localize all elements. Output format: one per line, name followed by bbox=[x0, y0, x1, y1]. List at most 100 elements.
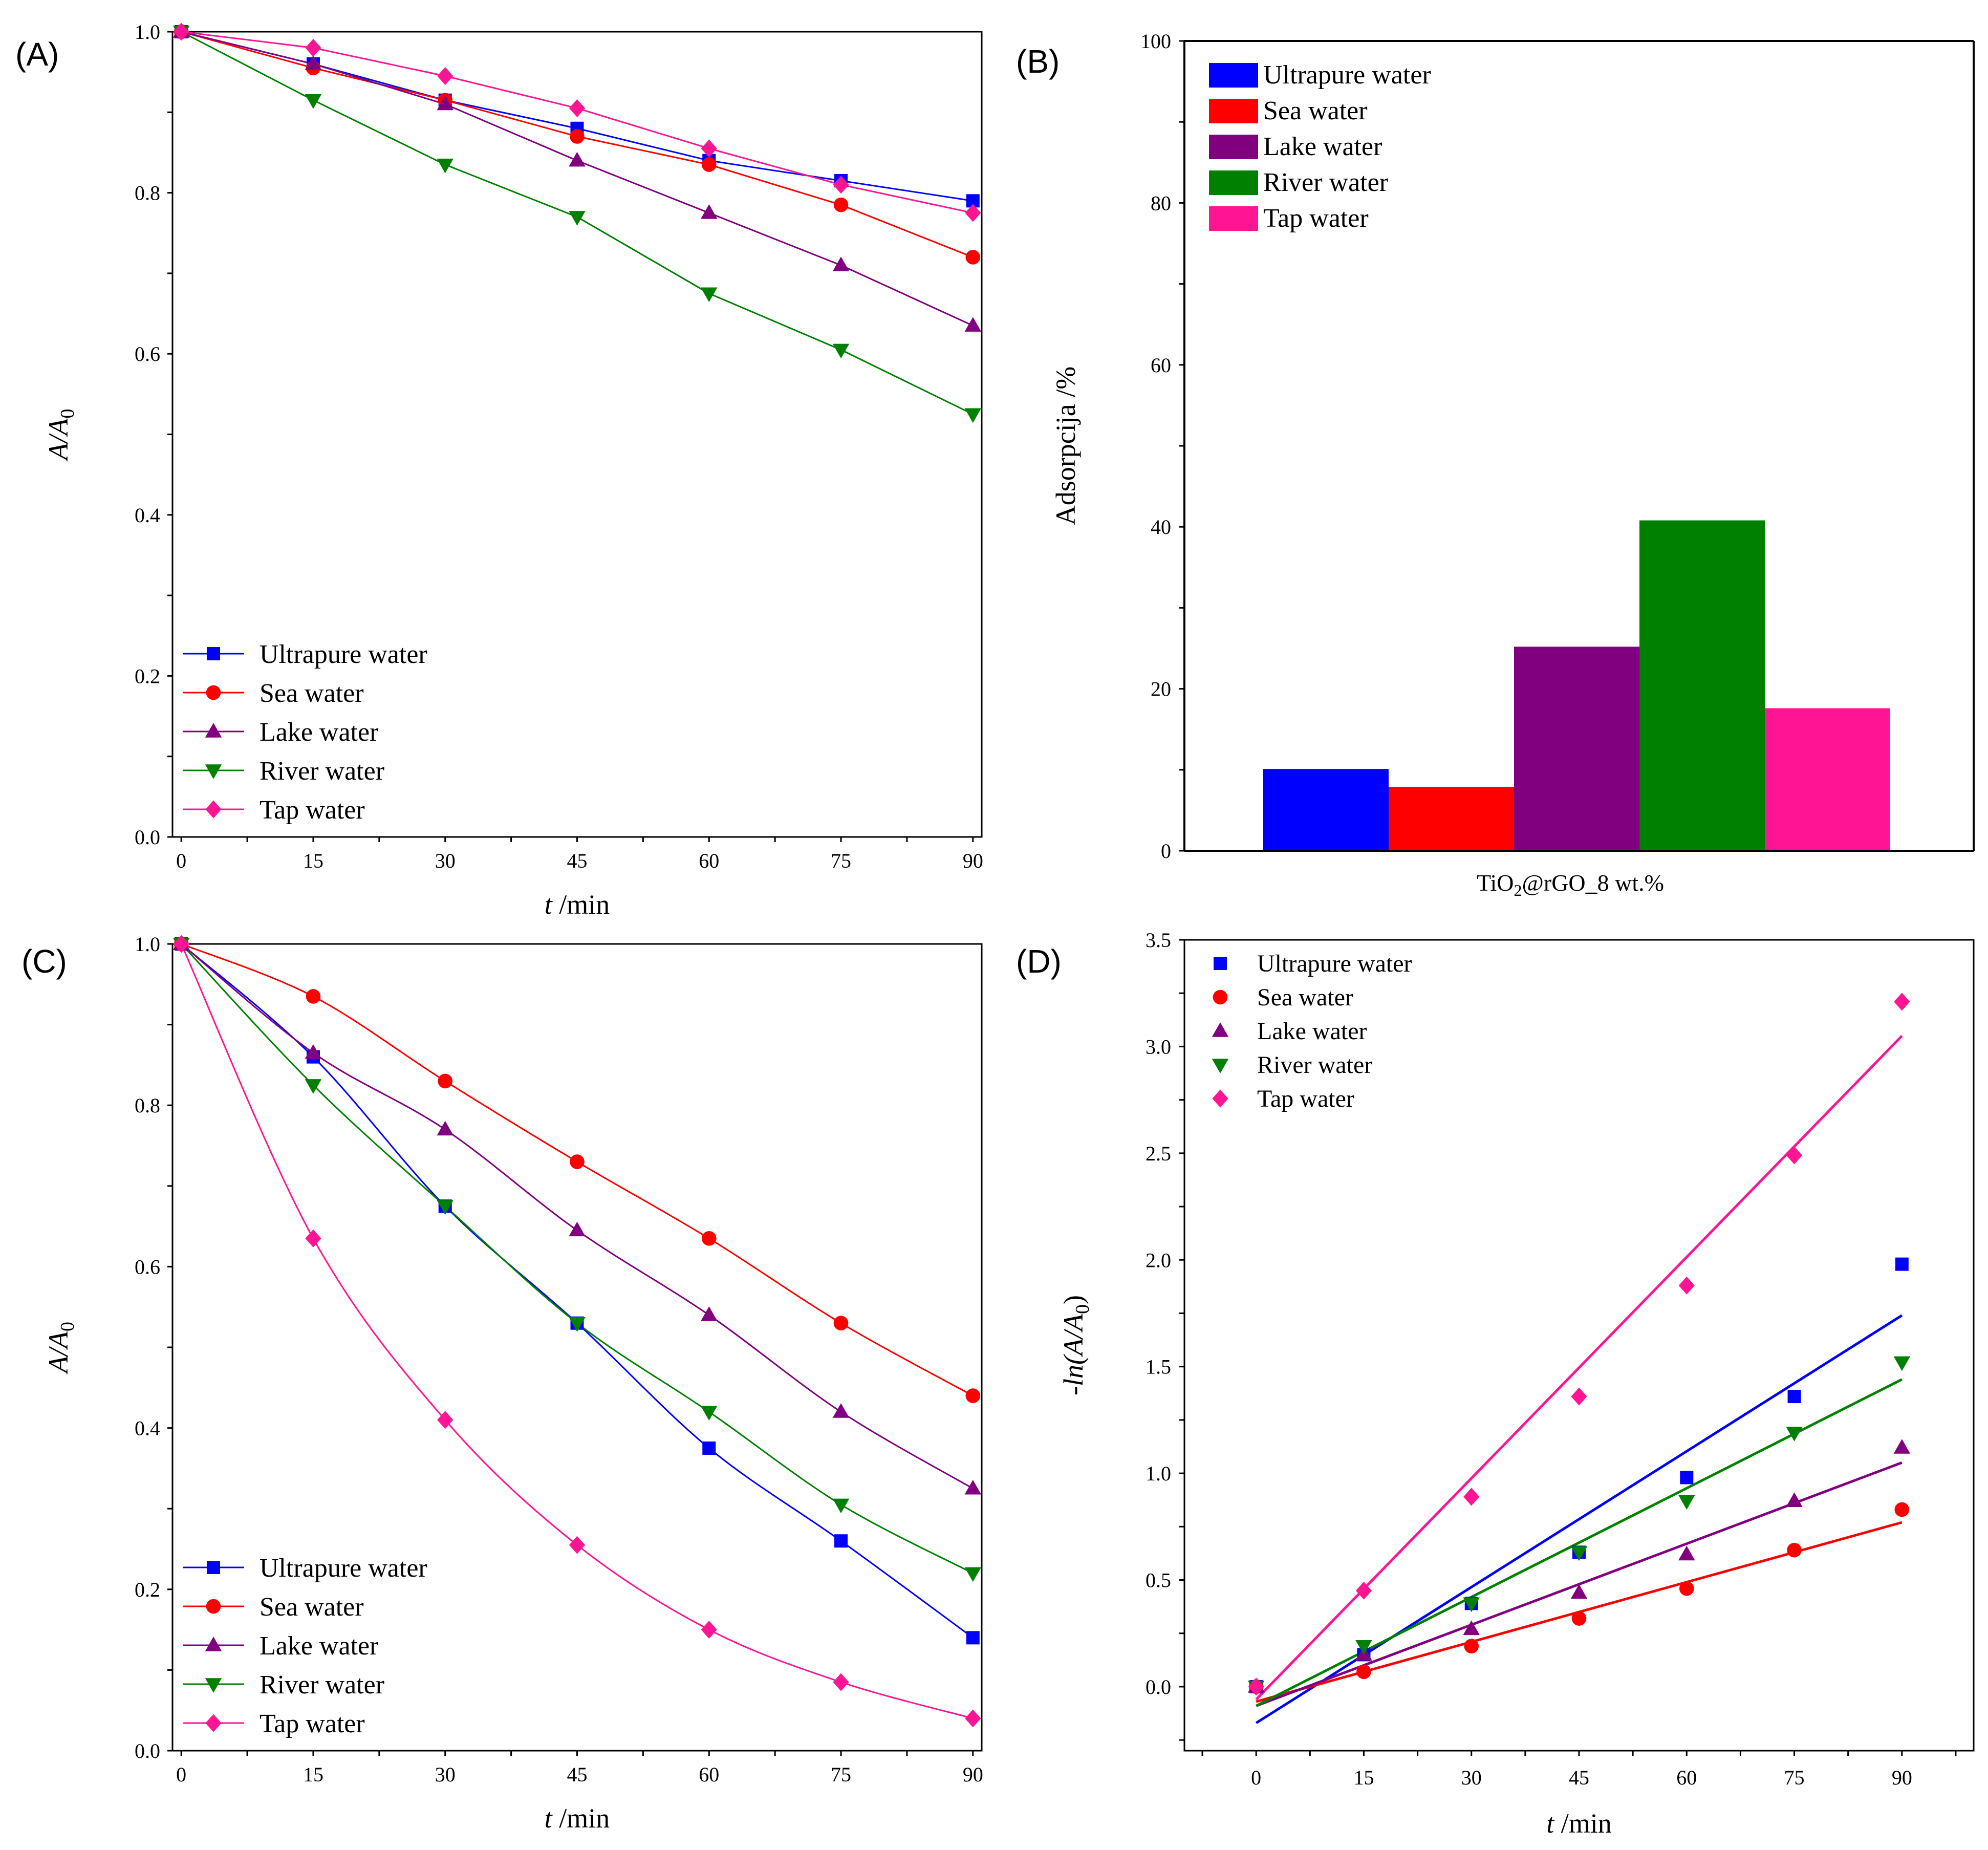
data-point bbox=[1571, 1611, 1587, 1626]
x-tick-label: 0 bbox=[176, 1763, 186, 1786]
x-tick-label: 30 bbox=[435, 849, 456, 872]
data-point bbox=[701, 287, 718, 303]
data-point bbox=[1680, 1471, 1694, 1485]
data-point bbox=[1356, 1664, 1371, 1680]
data-point bbox=[701, 1621, 717, 1639]
legend-label: Tap water bbox=[260, 795, 365, 825]
x-axis-label: t /min bbox=[545, 889, 610, 920]
data-point bbox=[305, 94, 322, 109]
legend-label: River water bbox=[260, 757, 384, 786]
bar bbox=[1389, 787, 1514, 851]
x-tick-label: 15 bbox=[303, 1763, 323, 1786]
legend-marker bbox=[206, 685, 221, 700]
y-tick-label: 0 bbox=[1161, 840, 1171, 863]
y-tick-label: 0.0 bbox=[135, 1739, 160, 1762]
data-point bbox=[569, 211, 586, 226]
data-point bbox=[833, 1673, 849, 1691]
legend-label: Lake water bbox=[260, 718, 378, 747]
x-axis-label: t /min bbox=[545, 1803, 610, 1834]
category-label: TiO2@rGO_8 wt.% bbox=[1477, 870, 1664, 899]
x-tick-label: 0 bbox=[1251, 1766, 1261, 1789]
data-point bbox=[1678, 1495, 1695, 1510]
data-point bbox=[173, 23, 189, 41]
data-point bbox=[701, 139, 717, 158]
y-tick-label: 3.0 bbox=[1146, 1035, 1171, 1058]
data-point bbox=[1570, 1546, 1588, 1561]
data-point bbox=[834, 1534, 848, 1548]
data-point bbox=[305, 55, 322, 70]
y-tick-label: 80 bbox=[1151, 191, 1171, 214]
data-point bbox=[173, 935, 189, 953]
data-point bbox=[701, 1231, 717, 1246]
y-axis-label: A/A0 bbox=[43, 409, 78, 462]
x-tick-label: 75 bbox=[1784, 1766, 1805, 1789]
x-tick-label: 45 bbox=[1569, 1766, 1589, 1789]
series-line bbox=[180, 943, 974, 1719]
data-point bbox=[1786, 1492, 1803, 1507]
legend-label: Tap water bbox=[1257, 1085, 1354, 1112]
legend-swatch bbox=[1209, 63, 1258, 88]
data-point bbox=[437, 95, 453, 111]
legend-label: River water bbox=[1263, 168, 1388, 197]
data-point bbox=[964, 408, 982, 423]
y-tick-label: 1.0 bbox=[135, 933, 160, 956]
y-tick-label: 0.8 bbox=[135, 182, 160, 205]
legend-label: Sea water bbox=[1257, 984, 1353, 1011]
legend-marker bbox=[207, 1561, 220, 1574]
data-point bbox=[437, 1200, 453, 1215]
bar bbox=[1765, 708, 1890, 851]
data-point bbox=[965, 1388, 981, 1403]
bar bbox=[1263, 769, 1389, 851]
data-point bbox=[569, 1536, 586, 1554]
legend-label: Ultrapure water bbox=[260, 1554, 427, 1583]
data-point bbox=[305, 1044, 322, 1059]
data-point bbox=[1787, 1542, 1802, 1558]
data-point bbox=[570, 129, 585, 144]
data-point bbox=[1895, 1257, 1909, 1271]
panel-label: (B) bbox=[1016, 43, 1060, 80]
x-axis-label: t /min bbox=[1546, 1808, 1612, 1839]
data-point bbox=[832, 256, 850, 271]
data-point bbox=[305, 38, 321, 57]
data-point bbox=[1679, 1581, 1694, 1596]
legend-label: River water bbox=[1257, 1051, 1372, 1079]
x-tick-label: 15 bbox=[303, 849, 323, 872]
x-tick-label: 90 bbox=[963, 849, 983, 872]
legend-marker bbox=[1212, 1089, 1228, 1108]
x-tick-label: 45 bbox=[567, 849, 588, 872]
x-tick-label: 0 bbox=[176, 849, 186, 872]
y-axis-label: A/A0 bbox=[43, 1322, 78, 1374]
legend-label: Ultrapure water bbox=[1263, 60, 1431, 90]
x-tick-label: 45 bbox=[567, 1763, 588, 1786]
y-tick-label: 100 bbox=[1140, 30, 1171, 53]
y-tick-label: 0.6 bbox=[135, 342, 160, 365]
data-point bbox=[1355, 1640, 1372, 1655]
data-point bbox=[306, 989, 321, 1004]
x-tick-label: 15 bbox=[1353, 1766, 1374, 1789]
data-point bbox=[1678, 1276, 1695, 1295]
data-point bbox=[437, 1411, 453, 1429]
data-point bbox=[964, 1567, 982, 1582]
data-point bbox=[965, 1709, 981, 1728]
y-tick-label: 0.4 bbox=[135, 1417, 160, 1440]
legend-marker bbox=[1212, 1022, 1229, 1037]
y-tick-label: 60 bbox=[1151, 354, 1171, 377]
x-tick-label: 60 bbox=[699, 849, 719, 872]
data-point bbox=[833, 176, 849, 194]
legend-marker bbox=[1214, 957, 1227, 970]
data-point bbox=[966, 1631, 980, 1645]
bar bbox=[1639, 520, 1765, 851]
chart-panel-d: 0.0 0.5 1.0 1.5 2.0 2.5 3.0 3.5 0 15 30 45 60 75 90 t /… bbox=[1016, 929, 1975, 1839]
x-tick-label: 60 bbox=[699, 1763, 719, 1786]
legend-marker bbox=[205, 800, 222, 819]
y-tick-label: 0.6 bbox=[135, 1255, 160, 1278]
y-tick-label: 2.0 bbox=[1146, 1249, 1171, 1272]
y-tick-label: 0.0 bbox=[135, 826, 160, 849]
y-tick-label: 2.5 bbox=[1146, 1142, 1171, 1165]
y-tick-label: 3.5 bbox=[1146, 929, 1171, 952]
x-tick-label: 90 bbox=[1892, 1766, 1912, 1789]
data-point bbox=[832, 1403, 850, 1418]
data-point bbox=[1570, 1584, 1588, 1599]
legend-marker bbox=[207, 647, 220, 660]
